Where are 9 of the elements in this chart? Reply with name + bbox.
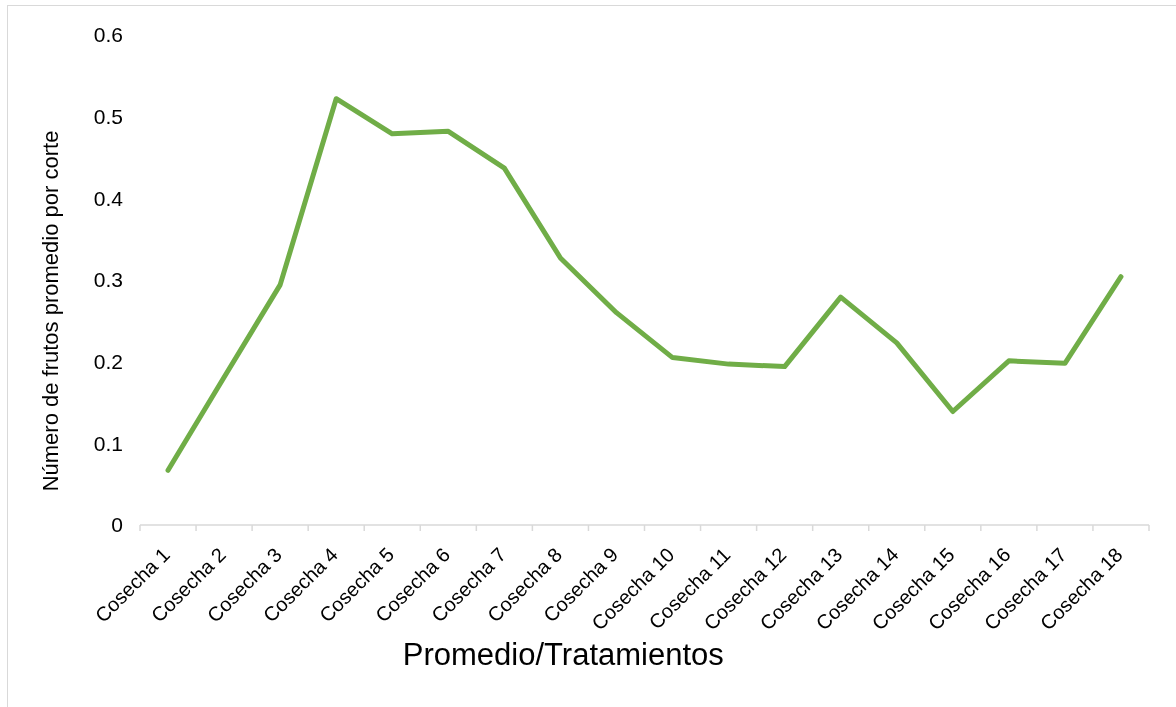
y-tick-label: 0.6 [93,23,123,47]
y-tick-label: 0.2 [93,350,123,374]
y-tick-label: 0 [111,513,123,537]
y-axis-title: Número de frutos promedio por corte [37,130,63,492]
x-axis-title: Promedio/Tratamientos [402,637,724,672]
y-tick-label: 0.5 [93,105,123,129]
y-tick-label: 0.4 [93,186,124,210]
y-tick-label: 0.3 [93,268,123,292]
y-tick-label: 0.1 [93,431,123,455]
